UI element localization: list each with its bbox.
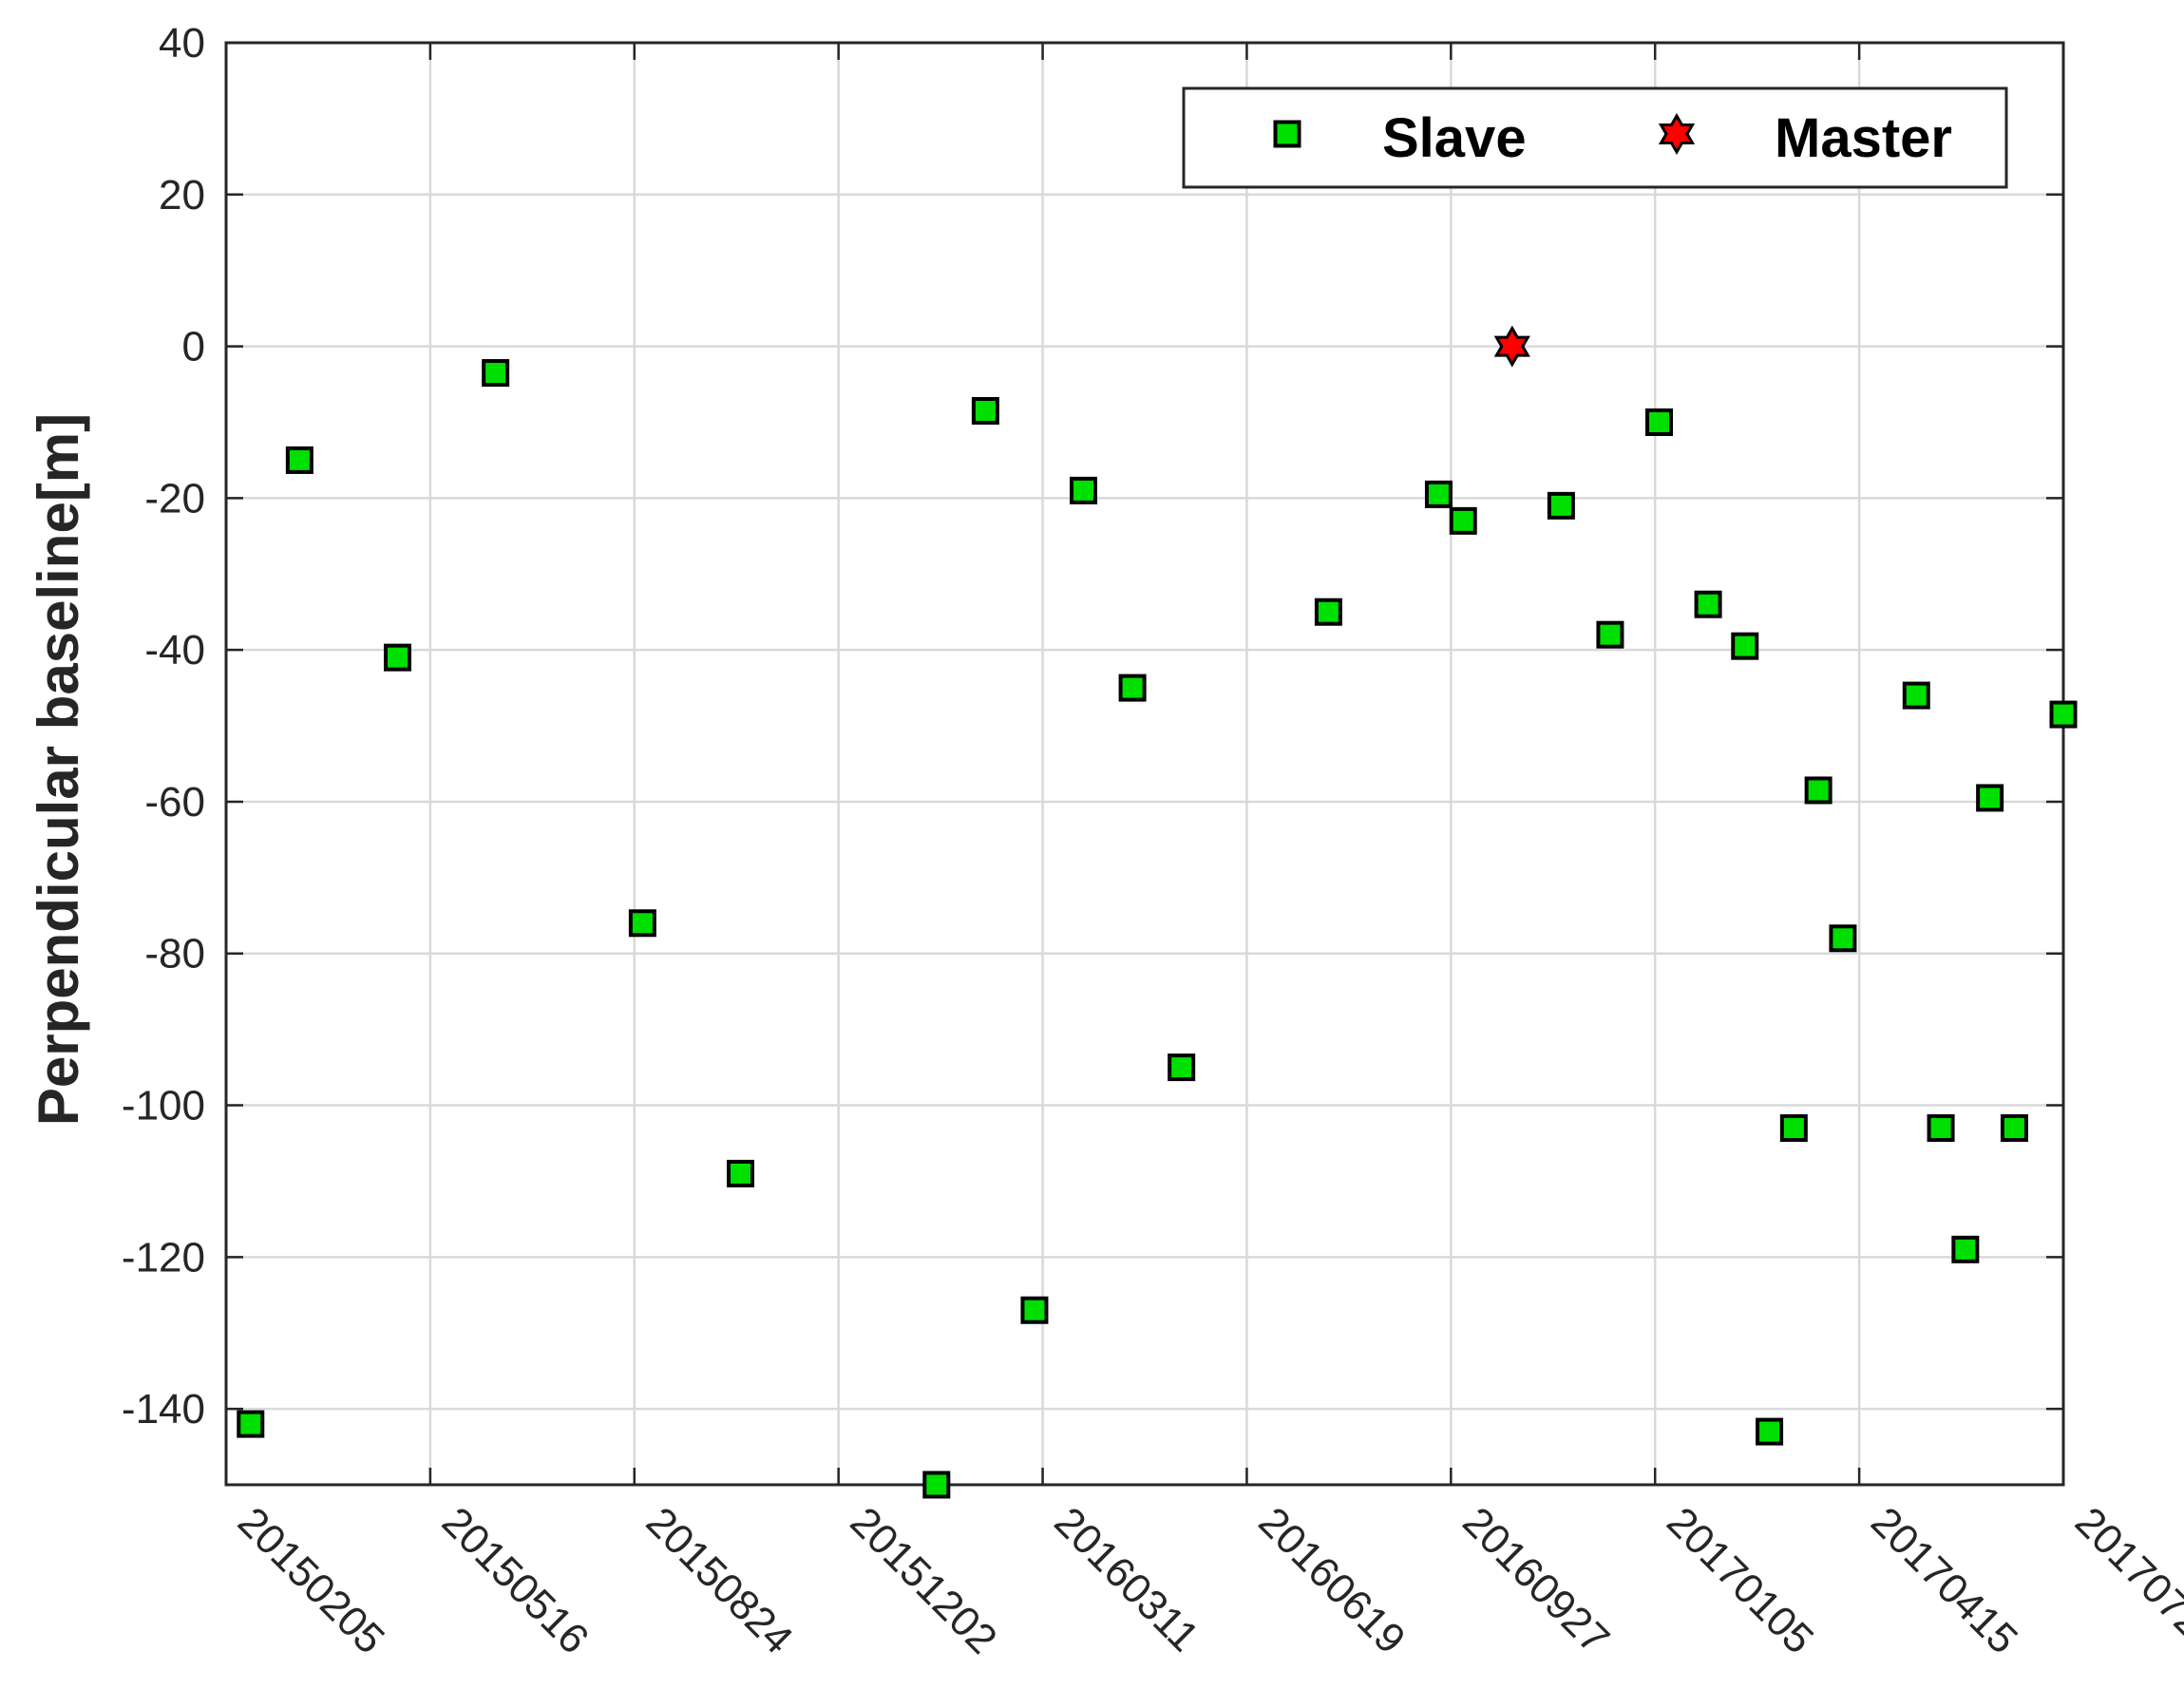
legend-marker-slave: [1273, 120, 1301, 148]
slave-point: [727, 1159, 755, 1187]
slave-point: [1902, 681, 1930, 710]
slave-point: [1927, 1113, 1955, 1142]
slave-point: [1645, 408, 1674, 436]
legend-box: [1182, 86, 2008, 189]
slave-point: [1070, 476, 1098, 504]
slave-point: [237, 1410, 265, 1438]
slave-point: [1829, 924, 1857, 953]
slave-point: [1547, 491, 1575, 520]
y-tick-label: -60: [144, 779, 205, 826]
y-tick-label: -120: [122, 1234, 205, 1281]
legend-label-slave: Slave: [1382, 107, 1527, 169]
master-point: [1493, 325, 1530, 368]
y-tick-label: 20: [159, 172, 205, 218]
slave-point: [971, 396, 999, 425]
legend-marker-master: [1658, 113, 1696, 155]
y-tick-label: -80: [144, 931, 205, 977]
legend-label-master: Master: [1775, 107, 1952, 169]
slave-point: [1804, 776, 1833, 805]
slave-point: [1976, 784, 2004, 812]
slave-point: [1731, 632, 1759, 660]
slave-point: [1168, 1053, 1196, 1082]
legend: Slave Master: [1182, 86, 2008, 189]
slave-point: [1596, 620, 1624, 649]
slave-point: [1118, 674, 1147, 702]
slave-point: [1314, 598, 1342, 626]
plot-frame: [224, 41, 2065, 1487]
slave-point: [285, 446, 313, 474]
y-tick-label: -20: [144, 475, 205, 522]
y-tick-label: 40: [159, 20, 205, 66]
slave-point: [1779, 1113, 1808, 1142]
y-tick-label: -40: [144, 627, 205, 674]
slave-point: [1449, 506, 1477, 535]
data-points: [237, 325, 2078, 1499]
y-axis-label: Perpendicular baseline[m]: [27, 413, 90, 1126]
slave-point: [1951, 1235, 1980, 1263]
slave-point: [482, 359, 510, 388]
slave-point: [1756, 1417, 1784, 1446]
slave-point: [384, 643, 412, 672]
slave-point: [1020, 1296, 1049, 1324]
y-tick-label: -100: [122, 1083, 205, 1129]
y-tick-label: -140: [122, 1386, 205, 1433]
slave-point: [1424, 480, 1453, 508]
y-tick-label: 0: [182, 324, 205, 370]
slave-point: [1694, 590, 1722, 618]
slave-point: [628, 909, 656, 938]
slave-point: [2049, 700, 2078, 729]
slave-point: [922, 1471, 951, 1499]
slave-point: [2000, 1113, 2028, 1142]
